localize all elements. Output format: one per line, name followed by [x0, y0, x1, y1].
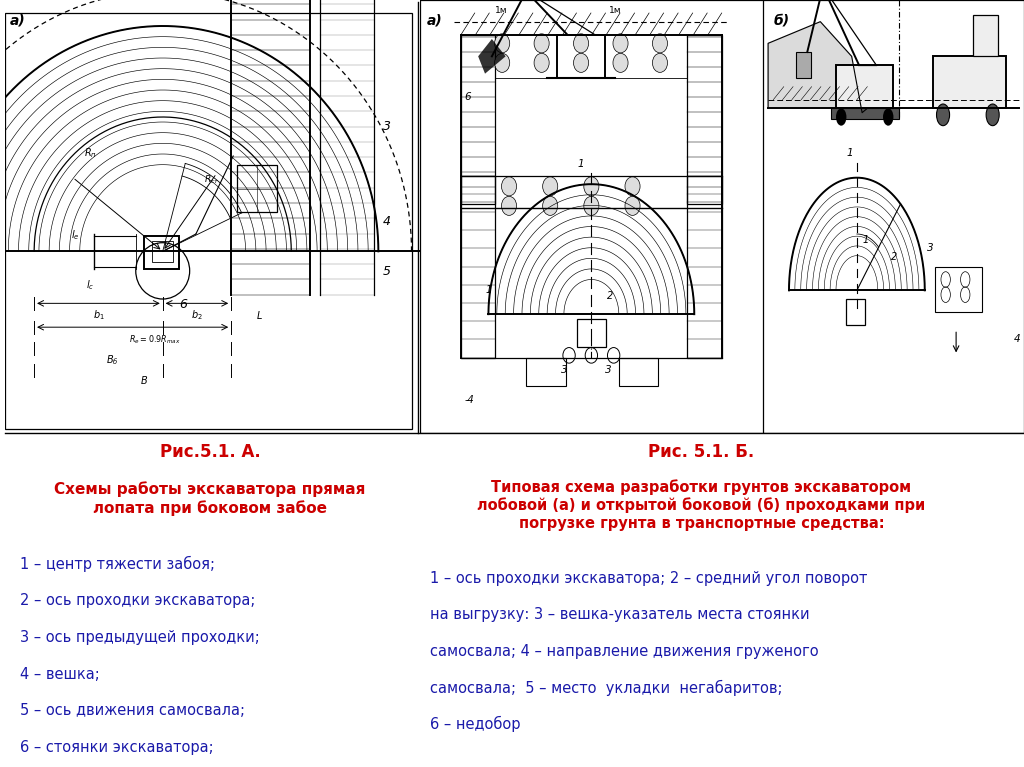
Bar [238, 165, 276, 212]
Bar [461, 35, 496, 204]
Bar [836, 65, 893, 108]
Text: 2: 2 [891, 252, 897, 262]
Text: $B$: $B$ [140, 374, 148, 387]
Circle shape [502, 196, 516, 216]
Text: -4: -4 [465, 395, 474, 405]
Circle shape [535, 34, 549, 53]
Text: Схемы работы экскаватора прямая
лопата при боковом забое: Схемы работы экскаватора прямая лопата п… [54, 482, 366, 515]
Circle shape [584, 177, 599, 196]
Circle shape [573, 53, 589, 72]
Text: $R_e=0.9R_{max}$: $R_e=0.9R_{max}$ [129, 334, 180, 346]
Text: 6 – недобор: 6 – недобор [430, 716, 520, 732]
Text: 3: 3 [928, 243, 934, 253]
Text: Рис.5.1. А.: Рис.5.1. А. [160, 443, 260, 461]
Bar [577, 318, 606, 347]
Text: 1: 1 [847, 148, 853, 158]
Circle shape [625, 177, 640, 196]
Bar [973, 15, 998, 56]
Text: на выгрузку: 3 – вешка-указатель места стоянки: на выгрузку: 3 – вешка-указатель места с… [430, 607, 810, 623]
Text: 1: 1 [578, 159, 585, 169]
Text: а): а) [427, 13, 442, 27]
Bar [144, 236, 179, 268]
Text: Типовая схема разработки грунтов экскаватором
лобовой (а) и открытой боковой (б): Типовая схема разработки грунтов экскава… [477, 479, 926, 531]
Text: $L$: $L$ [256, 308, 263, 321]
Circle shape [584, 196, 599, 216]
Circle shape [613, 34, 628, 53]
Bar [461, 176, 496, 357]
Text: самосвала;  5 – место  укладки  негабаритов;: самосвала; 5 – место укладки негабаритов… [430, 680, 782, 696]
Text: 4: 4 [383, 216, 390, 229]
Text: 6 – стоянки экскаватора;: 6 – стоянки экскаватора; [20, 740, 214, 755]
Text: 3: 3 [383, 120, 390, 133]
Text: 1м: 1м [608, 6, 622, 15]
Text: 6: 6 [179, 298, 187, 311]
Text: $l_c$: $l_c$ [86, 278, 94, 292]
Bar [847, 299, 864, 325]
Text: Рис. 5.1. Б.: Рис. 5.1. Б. [648, 443, 755, 461]
Circle shape [543, 177, 558, 196]
Text: $R_{ст}$: $R_{ст}$ [204, 173, 220, 186]
Text: 1: 1 [485, 285, 492, 295]
Circle shape [986, 104, 999, 126]
Bar [153, 241, 173, 262]
Text: $R_п$: $R_п$ [84, 146, 97, 160]
Bar [526, 357, 565, 386]
Text: 3: 3 [560, 364, 567, 375]
Circle shape [502, 177, 516, 196]
Text: $b_1$: $b_1$ [92, 308, 104, 322]
Text: $l_e$: $l_e$ [72, 229, 80, 242]
Circle shape [495, 34, 510, 53]
Text: 6: 6 [465, 92, 471, 102]
Text: самосвала; 4 – направление движения груженого: самосвала; 4 – направление движения груж… [430, 644, 819, 659]
Bar [557, 35, 605, 78]
Text: 1 – ось проходки экскаватора; 2 – средний угол поворот: 1 – ось проходки экскаватора; 2 – средни… [430, 571, 867, 587]
Polygon shape [768, 21, 867, 113]
Circle shape [535, 53, 549, 72]
Text: 4: 4 [1014, 334, 1020, 344]
Text: а): а) [9, 13, 25, 27]
Text: 1: 1 [129, 0, 137, 3]
Bar [618, 357, 658, 386]
Text: 1 – центр тяжести забоя;: 1 – центр тяжести забоя; [20, 556, 215, 572]
Text: б): б) [773, 13, 790, 27]
Text: 5 – ось движения самосвала;: 5 – ось движения самосвала; [20, 703, 246, 719]
Circle shape [652, 53, 668, 72]
Bar [687, 176, 722, 357]
Circle shape [613, 53, 628, 72]
Circle shape [543, 196, 558, 216]
Circle shape [495, 53, 510, 72]
Text: 2: 2 [607, 291, 613, 301]
Text: 3 – ось предыдущей проходки;: 3 – ось предыдущей проходки; [20, 630, 260, 645]
Text: 1: 1 [862, 235, 868, 245]
Circle shape [836, 108, 847, 126]
Bar [796, 52, 811, 78]
Circle shape [883, 108, 893, 126]
Text: 5: 5 [383, 265, 390, 278]
Circle shape [652, 34, 668, 53]
Circle shape [625, 196, 640, 216]
Text: 4 – вешка;: 4 – вешка; [20, 667, 100, 682]
Bar [933, 56, 1006, 108]
Circle shape [573, 34, 589, 53]
Text: $B_б$: $B_б$ [105, 353, 118, 367]
Bar [935, 266, 982, 312]
Text: $b_2$: $b_2$ [191, 308, 203, 322]
Text: 3: 3 [605, 364, 611, 375]
Text: 1м: 1м [496, 6, 508, 15]
Circle shape [937, 104, 949, 126]
Polygon shape [478, 39, 506, 74]
Text: 2 – ось проходки экскаватора;: 2 – ось проходки экскаватора; [20, 593, 256, 608]
Bar [687, 35, 722, 204]
Bar [830, 108, 899, 119]
